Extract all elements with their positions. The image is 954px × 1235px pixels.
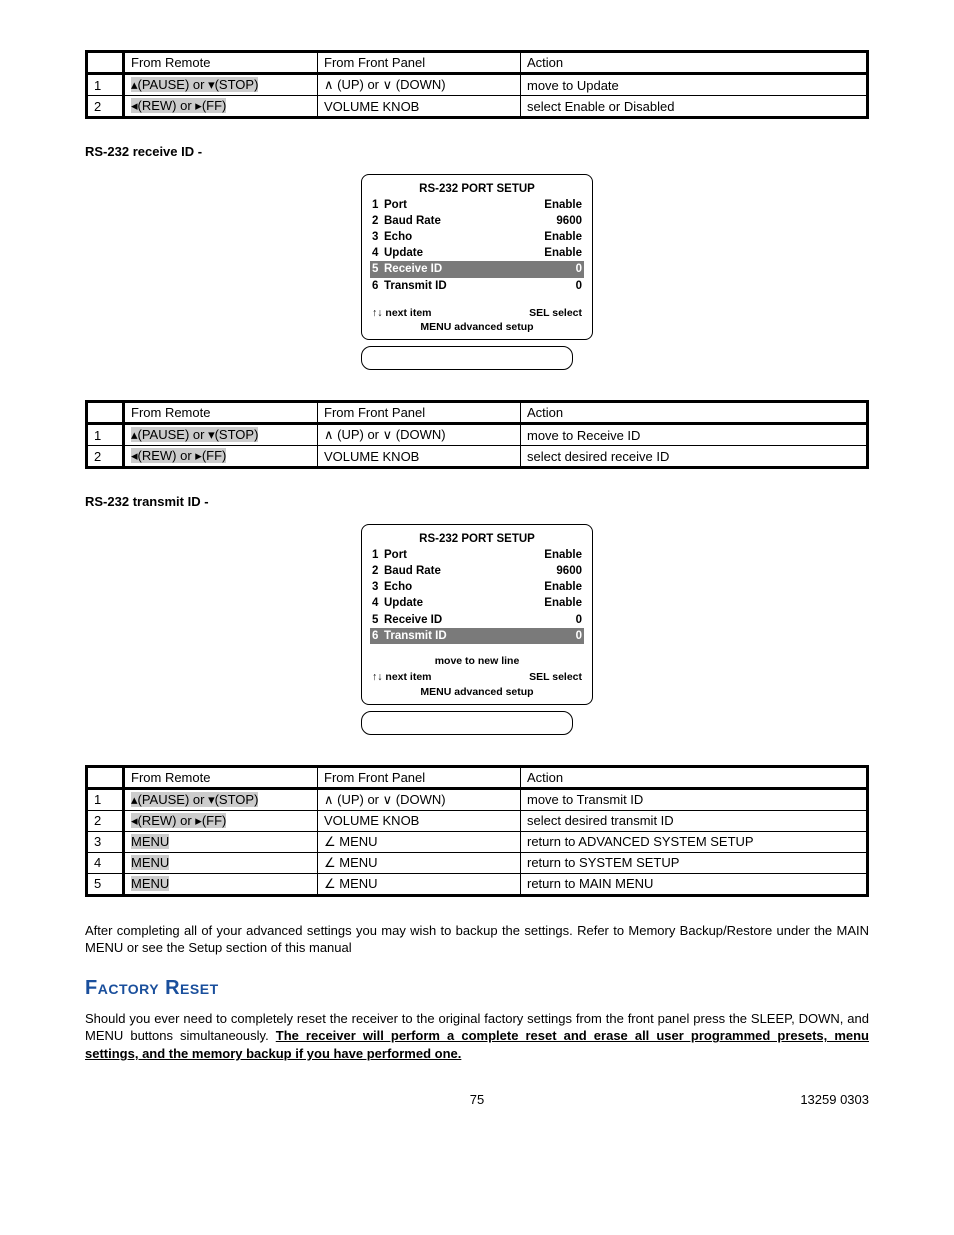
action-table-update: From Remote From Front Panel Action 1▴(P… bbox=[85, 50, 869, 119]
table-body: 1▴(PAUSE) or ▾(STOP)∧ (UP) or ∨ (DOWN)mo… bbox=[87, 788, 868, 895]
col-num bbox=[87, 766, 124, 788]
col-panel: From Front Panel bbox=[318, 402, 521, 424]
col-action: Action bbox=[521, 52, 868, 74]
lcd-row: 1PortEnable bbox=[372, 197, 582, 213]
section-receive-id: RS-232 receive ID - bbox=[85, 144, 869, 159]
cell-action: select Enable or Disabled bbox=[521, 96, 868, 118]
cell-action: return to MAIN MENU bbox=[521, 873, 868, 895]
lcd-row: 2Baud Rate9600 bbox=[372, 563, 582, 579]
lcd-foot-sel: SEL select bbox=[529, 670, 582, 685]
cell-action: move to Transmit ID bbox=[521, 788, 868, 810]
cell-remote: ▴(PAUSE) or ▾(STOP) bbox=[124, 788, 318, 810]
cell-action: return to SYSTEM SETUP bbox=[521, 852, 868, 873]
row-num: 5 bbox=[87, 873, 124, 895]
cell-remote: ◂(REW) or ▸(FF) bbox=[124, 446, 318, 468]
row-num: 1 bbox=[87, 74, 124, 96]
cell-action: select desired transmit ID bbox=[521, 810, 868, 831]
cell-remote: MENU bbox=[124, 831, 318, 852]
cell-panel: ∠ MENU bbox=[318, 873, 521, 895]
lcd-foot-next: ↑↓ next item bbox=[372, 670, 432, 685]
lcd-foot-next: ↑↓ next item bbox=[372, 306, 432, 321]
lcd-row: 1PortEnable bbox=[372, 547, 582, 563]
cell-remote: MENU bbox=[124, 873, 318, 895]
lcd-knob bbox=[361, 346, 573, 370]
lcd-row: 5Receive ID0 bbox=[370, 261, 584, 277]
cell-remote: ◂(REW) or ▸(FF) bbox=[124, 96, 318, 118]
table-body: 1▴(PAUSE) or ▾(STOP)∧ (UP) or ∨ (DOWN)mo… bbox=[87, 74, 868, 118]
lcd-title: RS-232 PORT SETUP bbox=[372, 531, 582, 547]
cell-remote: ◂(REW) or ▸(FF) bbox=[124, 810, 318, 831]
after-settings-text: After completing all of your advanced se… bbox=[85, 922, 869, 957]
col-action: Action bbox=[521, 766, 868, 788]
section-transmit-id: RS-232 transmit ID - bbox=[85, 494, 869, 509]
lcd-row: 3EchoEnable bbox=[372, 579, 582, 595]
col-panel: From Front Panel bbox=[318, 766, 521, 788]
cell-remote: ▴(PAUSE) or ▾(STOP) bbox=[124, 424, 318, 446]
lcd-row: 5Receive ID0 bbox=[372, 612, 582, 628]
row-num: 1 bbox=[87, 788, 124, 810]
cell-action: move to Receive ID bbox=[521, 424, 868, 446]
lcd-row: 6Transmit ID0 bbox=[372, 278, 582, 294]
action-table-transmit: From Remote From Front Panel Action 1▴(P… bbox=[85, 765, 869, 897]
row-num: 2 bbox=[87, 446, 124, 468]
cell-remote: MENU bbox=[124, 852, 318, 873]
lcd-knob bbox=[361, 711, 573, 735]
lcd-title: RS-232 PORT SETUP bbox=[372, 181, 582, 197]
lcd-extra-line: move to new line bbox=[372, 654, 582, 669]
cell-panel: ∧ (UP) or ∨ (DOWN) bbox=[318, 424, 521, 446]
cell-panel: ∠ MENU bbox=[318, 831, 521, 852]
col-remote: From Remote bbox=[124, 402, 318, 424]
lcd-foot-sel: SEL select bbox=[529, 306, 582, 321]
lcd-row: 3EchoEnable bbox=[372, 229, 582, 245]
cell-panel: ∧ (UP) or ∨ (DOWN) bbox=[318, 74, 521, 96]
row-num: 4 bbox=[87, 852, 124, 873]
lcd-transmit: RS-232 PORT SETUP 1PortEnable2Baud Rate9… bbox=[85, 524, 869, 735]
lcd-receive: RS-232 PORT SETUP 1PortEnable2Baud Rate9… bbox=[85, 174, 869, 370]
doc-number: 13259 0303 bbox=[769, 1092, 869, 1107]
col-num bbox=[87, 52, 124, 74]
col-panel: From Front Panel bbox=[318, 52, 521, 74]
cell-panel: VOLUME KNOB bbox=[318, 446, 521, 468]
lcd-row: 4UpdateEnable bbox=[372, 245, 582, 261]
col-action: Action bbox=[521, 402, 868, 424]
row-num: 2 bbox=[87, 96, 124, 118]
cell-panel: VOLUME KNOB bbox=[318, 96, 521, 118]
cell-remote: ▴(PAUSE) or ▾(STOP) bbox=[124, 74, 318, 96]
lcd-foot-menu: MENU advanced setup bbox=[372, 685, 582, 700]
row-num: 3 bbox=[87, 831, 124, 852]
col-remote: From Remote bbox=[124, 52, 318, 74]
cell-panel: ∠ MENU bbox=[318, 852, 521, 873]
lcd-rows: 1PortEnable2Baud Rate96003EchoEnable4Upd… bbox=[372, 197, 582, 294]
cell-panel: VOLUME KNOB bbox=[318, 810, 521, 831]
factory-reset-heading: Factory Reset bbox=[85, 977, 869, 1000]
lcd-row: 4UpdateEnable bbox=[372, 595, 582, 611]
col-remote: From Remote bbox=[124, 766, 318, 788]
table-body: 1▴(PAUSE) or ▾(STOP)∧ (UP) or ∨ (DOWN)mo… bbox=[87, 424, 868, 468]
page-number: 75 bbox=[470, 1092, 484, 1107]
lcd-row: 2Baud Rate9600 bbox=[372, 213, 582, 229]
col-num bbox=[87, 402, 124, 424]
lcd-row: 6Transmit ID0 bbox=[370, 628, 584, 644]
cell-action: move to Update bbox=[521, 74, 868, 96]
cell-action: return to ADVANCED SYSTEM SETUP bbox=[521, 831, 868, 852]
factory-reset-text: Should you ever need to completely reset… bbox=[85, 1010, 869, 1063]
page-footer: 75 13259 0303 bbox=[85, 1092, 869, 1107]
lcd-foot-menu: MENU advanced setup bbox=[372, 320, 582, 335]
row-num: 1 bbox=[87, 424, 124, 446]
row-num: 2 bbox=[87, 810, 124, 831]
action-table-receive: From Remote From Front Panel Action 1▴(P… bbox=[85, 400, 869, 469]
cell-action: select desired receive ID bbox=[521, 446, 868, 468]
cell-panel: ∧ (UP) or ∨ (DOWN) bbox=[318, 788, 521, 810]
lcd-rows: 1PortEnable2Baud Rate96003EchoEnable4Upd… bbox=[372, 547, 582, 644]
